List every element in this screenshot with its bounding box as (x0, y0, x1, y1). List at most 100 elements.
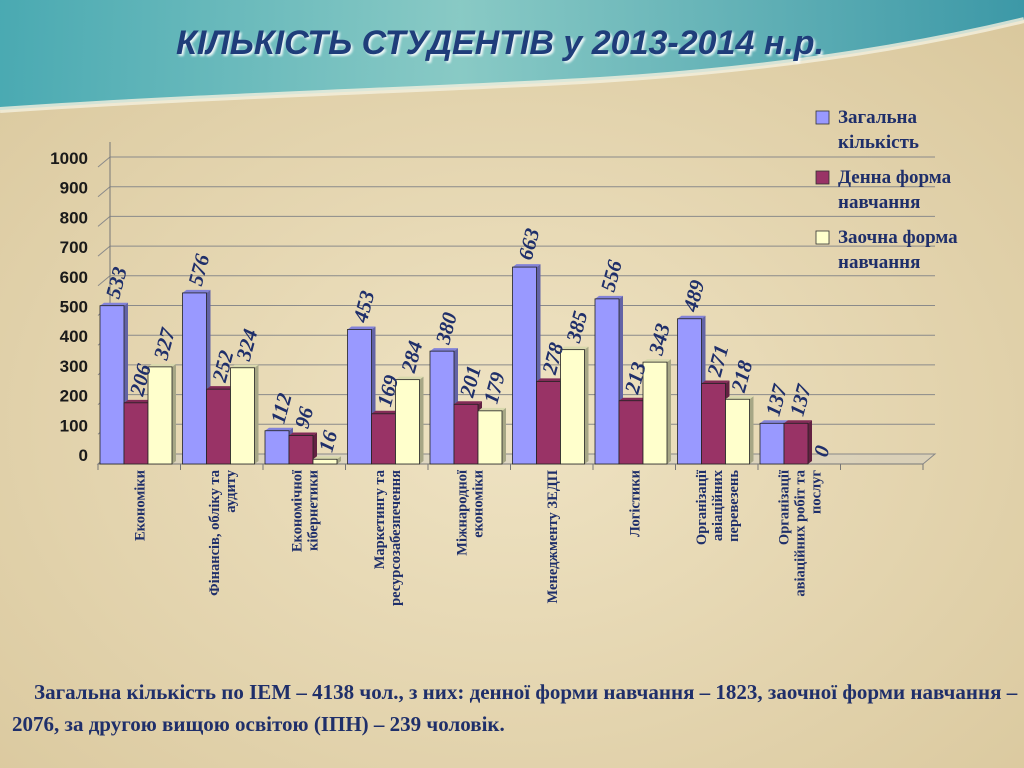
bar (147, 366, 173, 465)
bar-top (265, 427, 293, 431)
legend-label: Денна форма (838, 167, 952, 188)
sea-wave-decoration (0, 0, 1024, 110)
bar (312, 458, 338, 465)
bar (230, 367, 255, 465)
data-label: 271 (702, 342, 734, 380)
category-label: кібернетики (305, 470, 321, 551)
data-label: 96 (290, 404, 319, 431)
bar-side (172, 363, 176, 464)
bar (725, 398, 750, 465)
bar (206, 388, 231, 465)
bar-top (560, 346, 589, 350)
bar-side (337, 456, 341, 464)
gridline-depth (97, 186, 111, 198)
y-tick-label: 1000 (50, 149, 88, 168)
data-label: 385 (561, 308, 593, 346)
category-label: послуг (808, 470, 824, 514)
bar-side (502, 407, 506, 464)
bar (618, 400, 644, 465)
category-label: Логістики (627, 470, 643, 537)
y-tick-label: 100 (60, 416, 88, 435)
y-tick-label: 900 (60, 179, 88, 198)
legend: Загальна кількість Денна форма навчання Заоч… (815, 107, 958, 273)
bar (453, 403, 479, 465)
legend-label: Заочна форма (838, 227, 958, 248)
bar-top (643, 359, 671, 363)
bar-top (725, 396, 754, 400)
gridline-depth (97, 156, 111, 168)
bar-side (313, 432, 317, 464)
bar-top (595, 295, 623, 299)
bar-top (478, 407, 506, 411)
category-label: аудиту (223, 469, 239, 512)
category-label: перевезень (726, 470, 742, 542)
bar (594, 298, 620, 465)
data-label: 453 (348, 288, 380, 326)
category-label: авіаційних (710, 469, 726, 541)
y-tick-label: 500 (60, 298, 88, 317)
data-label: 16 (314, 428, 343, 455)
bar-top (371, 410, 400, 414)
bar (536, 381, 561, 465)
bar (99, 305, 125, 465)
bar-side (584, 346, 589, 464)
summary-text: Загальна кількість по ІЕМ – 4138 чол., з… (12, 680, 1018, 736)
bar-side (667, 359, 671, 464)
gridline-depth (97, 216, 111, 227)
bar-top (454, 401, 482, 405)
bar-top (619, 397, 647, 401)
category-label: Міжнародної (454, 469, 470, 556)
category-label: Економіки (132, 470, 148, 541)
gridline-depth (97, 245, 111, 257)
bar (123, 402, 149, 465)
category-label: Маркетингу та (372, 469, 388, 569)
bar-side (419, 376, 424, 464)
legend-swatch (815, 110, 830, 125)
bar-top (182, 289, 211, 293)
category-label: ресурсозабезпечення (388, 470, 404, 606)
legend-label: кількість (838, 132, 919, 153)
y-tick-label: 300 (60, 357, 88, 376)
y-tick-label: 700 (60, 238, 88, 257)
legend-label: навчання (838, 252, 920, 273)
category-label: Фінансів, обліку та (207, 469, 223, 596)
bar (512, 266, 537, 465)
bar-top (395, 376, 424, 380)
bar (347, 329, 372, 465)
legend-swatch (815, 170, 830, 185)
y-tick-label: 400 (60, 327, 88, 346)
bar (395, 379, 420, 465)
category-label: Економічної (289, 469, 305, 552)
bar-top (313, 456, 341, 460)
bar (429, 350, 455, 465)
bar (182, 292, 207, 465)
y-tick-label: 600 (60, 268, 88, 287)
data-label: 533 (101, 264, 132, 301)
data-label: 343 (643, 321, 675, 359)
bar-top (124, 399, 152, 403)
bar-top (512, 264, 541, 268)
bar (371, 413, 396, 465)
category-label-layer: Економіки Фінансів, обліку та аудиту Економ… (132, 469, 824, 606)
bar (759, 422, 785, 465)
gridline-depth (97, 275, 111, 287)
category-label: авіаційних робіт та (792, 469, 808, 596)
bar-top (430, 348, 458, 352)
page-title: КІЛЬКІСТЬ СТУДЕНТІВ у 2013-2014 н.р. (175, 24, 825, 62)
bar-side (749, 396, 754, 464)
bar (288, 435, 314, 465)
y-tick-label: 0 (79, 446, 88, 465)
bar (264, 430, 290, 465)
y-tick-label: 200 (60, 387, 88, 406)
category-label: Організації (776, 469, 792, 545)
bar-top (206, 386, 235, 390)
bar (677, 318, 702, 465)
category-label: економіки (470, 470, 486, 538)
bar (783, 422, 809, 465)
bar-top (701, 380, 730, 384)
bar (701, 383, 726, 465)
data-label: 218 (726, 357, 758, 395)
legend-swatch (815, 230, 830, 245)
category-label: Менеджменту ЗЕДП (545, 470, 561, 603)
